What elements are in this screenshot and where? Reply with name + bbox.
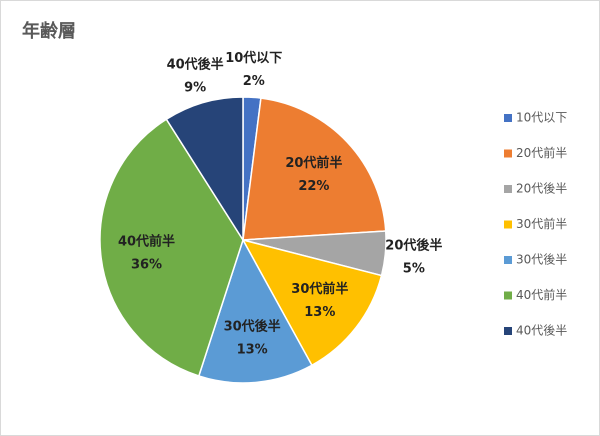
legend-label: 40代後半 <box>516 324 567 338</box>
slice-label: 40代後半 <box>167 57 224 73</box>
slice-label: 30代前半 <box>291 281 348 297</box>
legend-label: 20代前半 <box>516 145 567 160</box>
chart-title: 年齢層 <box>22 20 76 42</box>
pie-slice <box>165 96 244 243</box>
slice-label: 10代以下 <box>225 50 282 66</box>
legend-label: 40代前半 <box>516 287 567 302</box>
legend-swatch <box>504 149 512 158</box>
pie-slice <box>242 97 387 241</box>
legend-swatch <box>504 114 512 122</box>
slice-value-label: 5% <box>403 262 425 277</box>
slice-value-label: 13% <box>237 342 268 357</box>
slice-label: 30代後半 <box>224 318 281 334</box>
legend-swatch <box>504 185 512 193</box>
pie-slice <box>241 238 383 367</box>
legend-swatch <box>504 220 512 229</box>
slice-value-label: 22% <box>298 179 329 194</box>
legend-label: 30代前半 <box>516 216 567 231</box>
slice-label: 20代前半 <box>285 155 342 171</box>
slice-label: 20代後半 <box>385 238 442 254</box>
pie-slice <box>197 238 313 384</box>
slice-value-label: 9% <box>184 81 206 96</box>
legend-label: 30代後半 <box>516 253 567 267</box>
legend-swatch <box>504 327 512 335</box>
slice-value-label: 36% <box>131 258 162 273</box>
slice-label: 40代前半 <box>118 234 175 250</box>
slice-value-label: 13% <box>304 305 335 320</box>
pie-slice <box>99 118 244 377</box>
slice-value-label: 2% <box>243 74 265 89</box>
legend-swatch <box>504 291 512 300</box>
legend-swatch <box>504 256 512 264</box>
legend-label: 10代以下 <box>516 111 567 125</box>
legend-label: 20代後半 <box>516 182 567 196</box>
